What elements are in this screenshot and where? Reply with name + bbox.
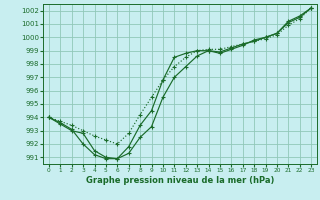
- X-axis label: Graphe pression niveau de la mer (hPa): Graphe pression niveau de la mer (hPa): [86, 176, 274, 185]
